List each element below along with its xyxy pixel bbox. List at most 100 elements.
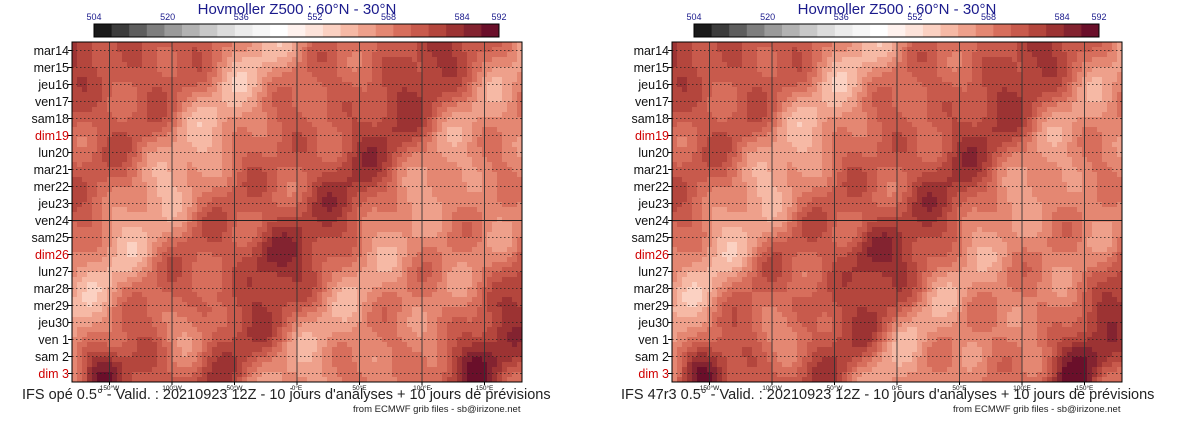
heatmap-cell (332, 77, 338, 83)
heatmap-cell (267, 52, 273, 58)
heatmap-cell (422, 62, 428, 68)
heatmap-cell (362, 122, 368, 128)
heatmap-cell (147, 232, 153, 238)
heatmap-cell (447, 197, 453, 203)
heatmap-cell (162, 207, 168, 213)
heatmap-cell (397, 217, 403, 223)
heatmap-cell (272, 272, 278, 278)
heatmap-cell (222, 117, 228, 123)
heatmap-cell (392, 117, 398, 123)
heatmap-cell (417, 162, 423, 168)
heatmap-cell (247, 157, 253, 163)
heatmap-cell (362, 302, 368, 308)
heatmap-cell (227, 177, 233, 183)
heatmap-cell (517, 247, 523, 253)
heatmap-cell (227, 152, 233, 158)
heatmap-cell (112, 202, 118, 208)
heatmap-cell (292, 72, 298, 78)
heatmap-cell (162, 242, 168, 248)
heatmap-cell (392, 262, 398, 268)
heatmap-cell (147, 202, 153, 208)
heatmap-cell (147, 82, 153, 88)
heatmap-cell (227, 132, 233, 138)
heatmap-cell (422, 112, 428, 118)
heatmap-cell (87, 42, 93, 48)
heatmap-cell (172, 77, 178, 83)
heatmap-cell (402, 207, 408, 213)
heatmap-cell (502, 147, 508, 153)
heatmap-cell (187, 162, 193, 168)
heatmap-cell (202, 122, 208, 128)
heatmap-cell (452, 152, 458, 158)
heatmap-cell (437, 107, 443, 113)
heatmap-cell (432, 242, 438, 248)
heatmap-cell (517, 197, 523, 203)
heatmap-cell (112, 222, 118, 228)
heatmap-cell (402, 47, 408, 53)
heatmap-cell (427, 67, 433, 73)
heatmap-cell (362, 237, 368, 243)
heatmap-cell (157, 152, 163, 158)
heatmap-cell (382, 97, 388, 103)
heatmap-cell (372, 262, 378, 268)
heatmap-cell (142, 102, 148, 108)
heatmap-cell (152, 102, 158, 108)
heatmap-cell (337, 67, 343, 73)
heatmap-cell (252, 267, 258, 273)
heatmap-cell (197, 227, 203, 233)
heatmap-cell (132, 167, 138, 173)
heatmap-cell (442, 162, 448, 168)
heatmap-cell (512, 117, 518, 123)
heatmap-cell (87, 177, 93, 183)
heatmap-cell (377, 52, 383, 58)
heatmap-cell (72, 272, 78, 278)
heatmap-cell (222, 202, 228, 208)
heatmap-cell (187, 117, 193, 123)
heatmap-cell (432, 137, 438, 143)
heatmap-cell (87, 102, 93, 108)
heatmap-cell (517, 107, 523, 113)
heatmap-cell (167, 117, 173, 123)
heatmap-cell (192, 212, 198, 218)
heatmap-cell (452, 197, 458, 203)
heatmap-cell (517, 152, 523, 158)
heatmap-cell (97, 62, 103, 68)
heatmap-cell (337, 82, 343, 88)
heatmap-cell (507, 207, 513, 213)
heatmap-cell (407, 47, 413, 53)
heatmap-cell (202, 127, 208, 133)
heatmap-cell (137, 187, 143, 193)
heatmap-cell (192, 232, 198, 238)
heatmap-cell (187, 237, 193, 243)
heatmap-cell (157, 252, 163, 258)
heatmap-cell (152, 62, 158, 68)
heatmap-cell (77, 257, 83, 263)
heatmap-cell (432, 307, 438, 313)
heatmap-cell (257, 197, 263, 203)
heatmap-cell (162, 282, 168, 288)
heatmap-cell (397, 62, 403, 68)
heatmap-cell (337, 247, 343, 253)
heatmap-cell (277, 67, 283, 73)
heatmap-cell (122, 97, 128, 103)
heatmap-cell (427, 152, 433, 158)
heatmap-cell (382, 227, 388, 233)
heatmap-cell (292, 232, 298, 238)
heatmap-cell (82, 152, 88, 158)
heatmap-cell (437, 47, 443, 53)
heatmap-cell (172, 187, 178, 193)
heatmap-cell (77, 232, 83, 238)
heatmap-cell (192, 137, 198, 143)
heatmap-cell (487, 77, 493, 83)
heatmap-cell (377, 187, 383, 193)
heatmap-cell (147, 262, 153, 268)
heatmap-cell (442, 232, 448, 238)
heatmap-cell (227, 232, 233, 238)
heatmap-cell (207, 172, 213, 178)
heatmap-cell (472, 107, 478, 113)
heatmap-cell (312, 252, 318, 258)
heatmap-cell (452, 217, 458, 223)
heatmap-cell (337, 192, 343, 198)
heatmap-cell (222, 217, 228, 223)
heatmap-cell (212, 137, 218, 143)
